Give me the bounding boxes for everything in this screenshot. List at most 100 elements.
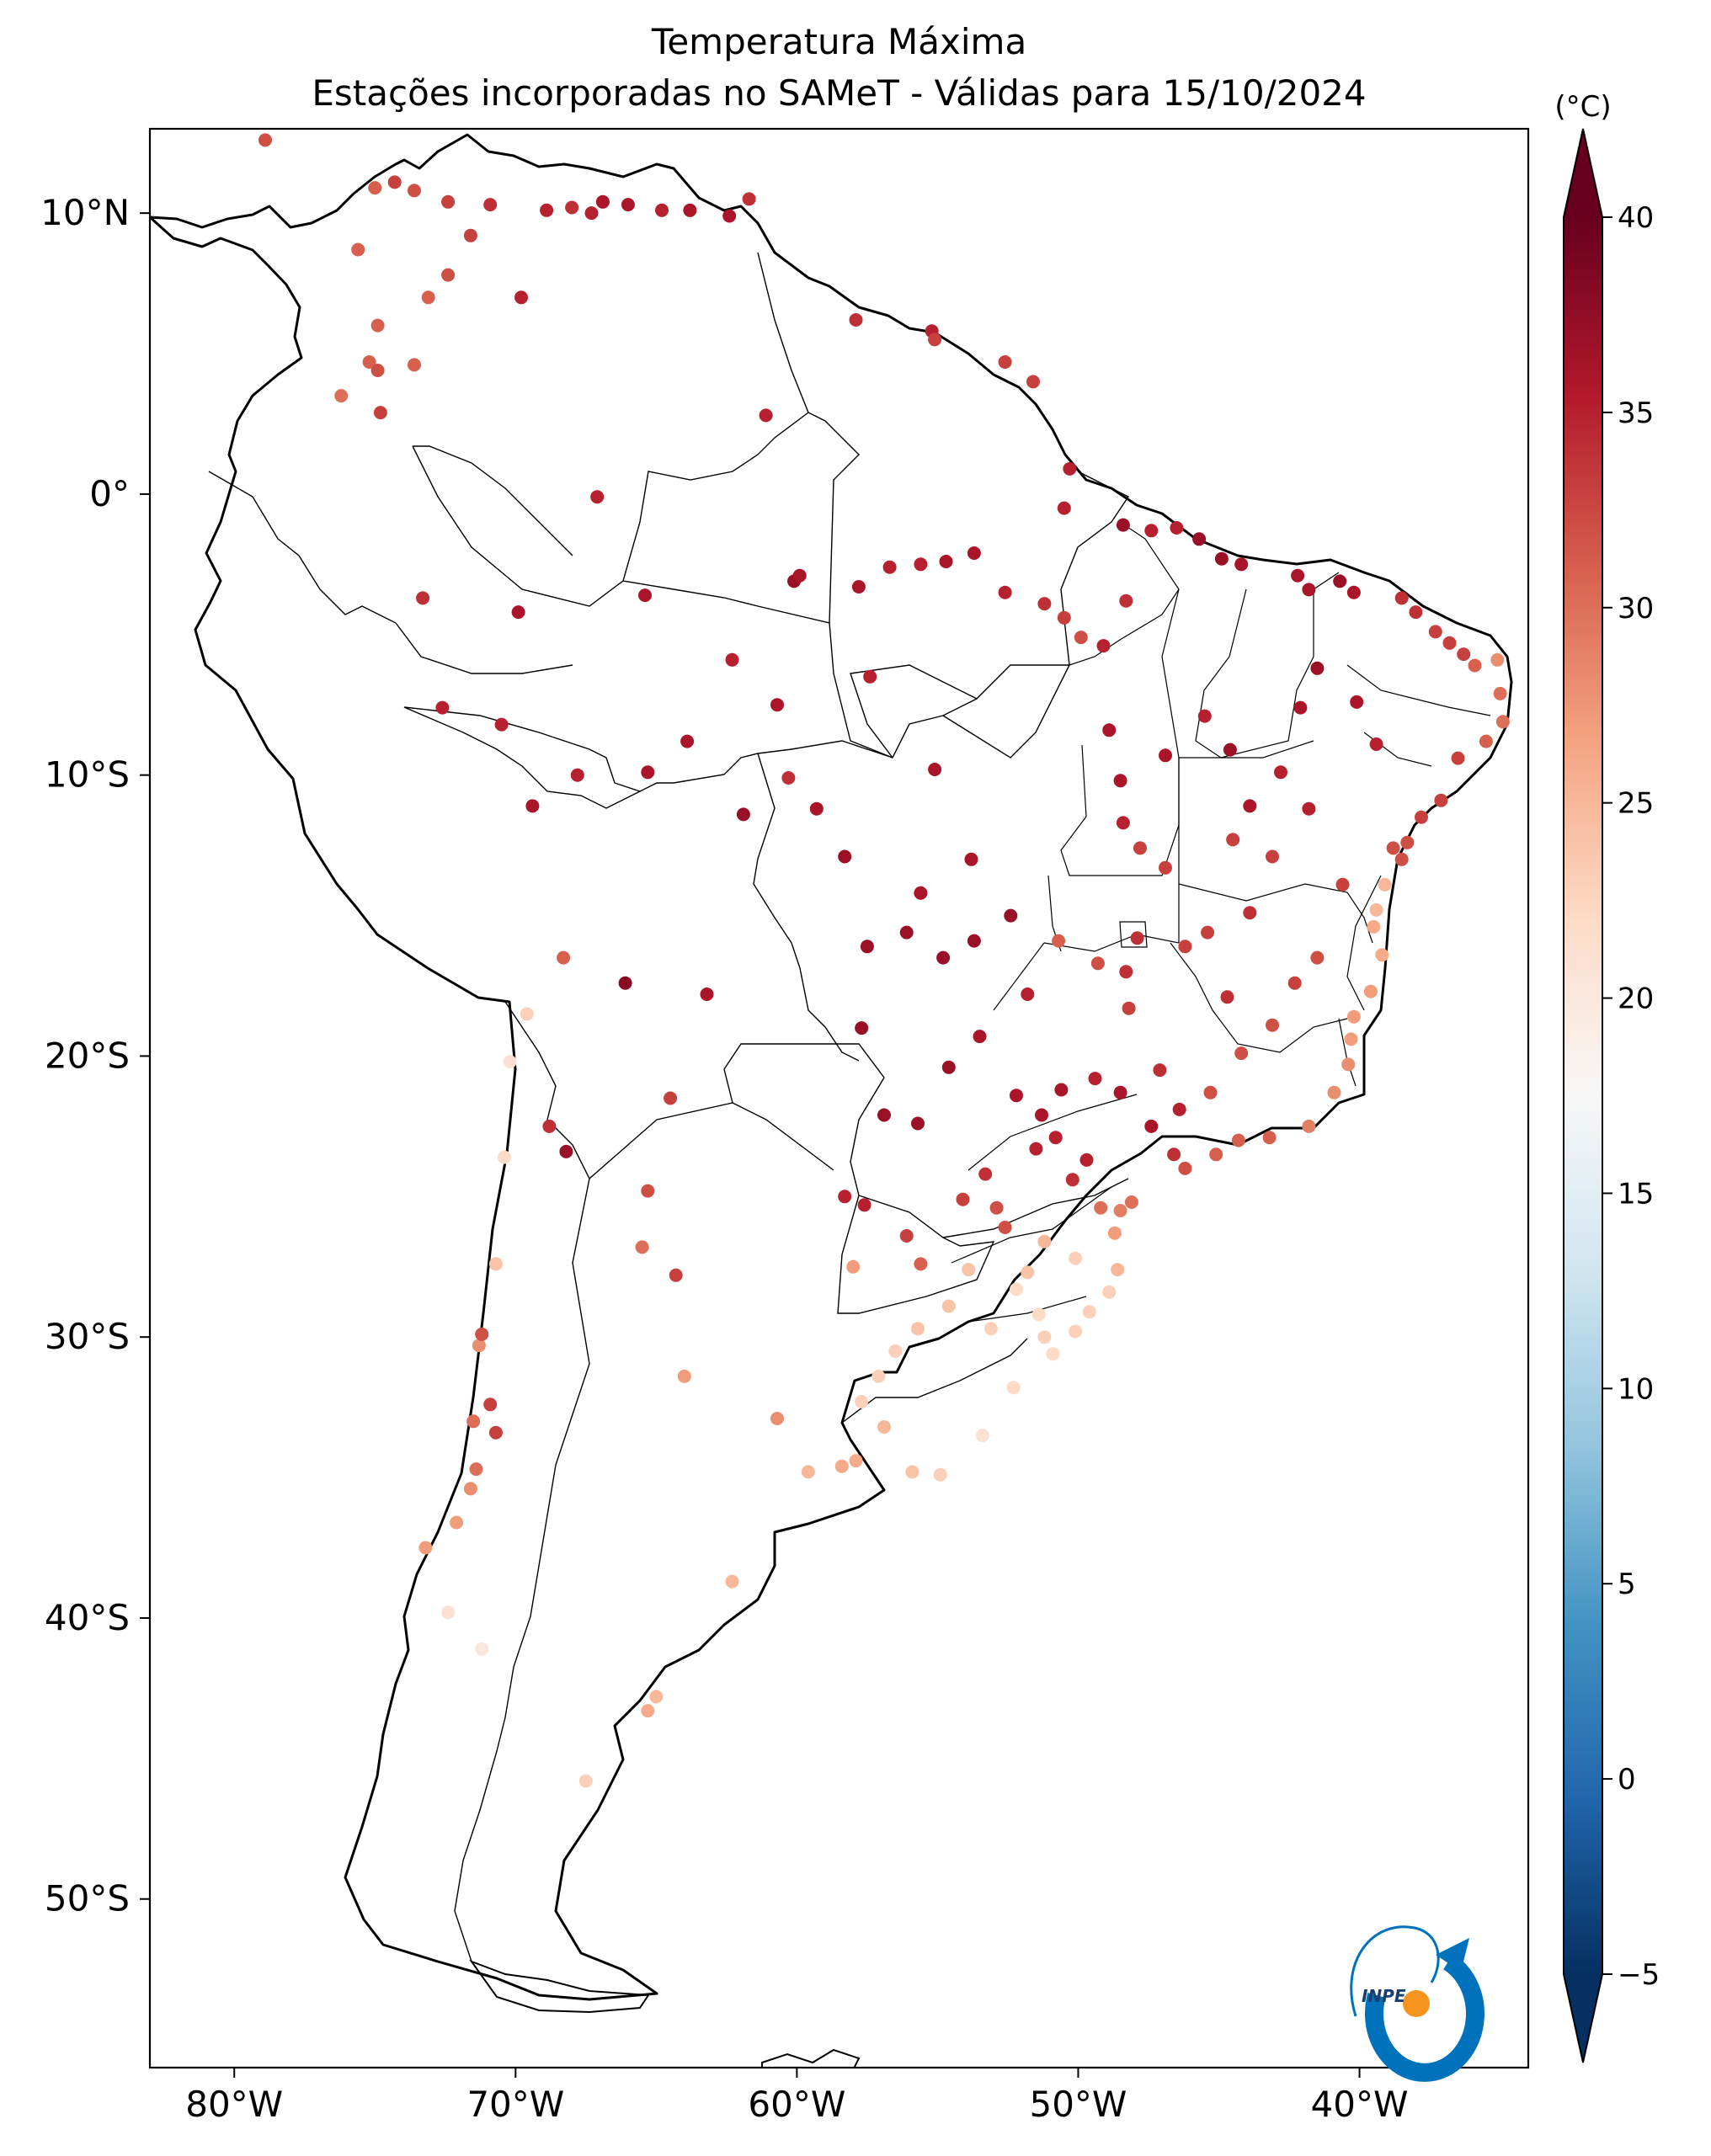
station-point [677,1369,691,1383]
station-point [1037,1234,1052,1248]
station-point [1363,984,1378,998]
station-point [435,700,450,715]
falkland-islands [761,2048,861,2068]
station-point [1159,748,1172,763]
station-point [1201,925,1215,940]
station-point [1170,521,1184,535]
station-point [351,242,365,257]
station-point [1231,1133,1245,1147]
colorbar-tick-label: 30 [1618,592,1654,626]
country-borders [208,252,1130,1962]
station-point [540,203,554,217]
station-point [421,290,435,305]
station-point [1442,636,1457,650]
colorbar-ticks: 40 35 30 25 20 15 10 5 0 −5 [1602,201,1660,1992]
station-point [483,198,498,212]
lon-tick-label: 50°W [1029,2084,1127,2125]
map-title: Temperatura Máxima [651,21,1027,62]
station-point [450,1515,464,1530]
station-point [928,333,942,347]
station-point [834,1459,849,1473]
station-point [877,1108,891,1122]
lon-tick-label: 40°W [1311,2084,1409,2125]
station-point [621,198,635,212]
station-point [1291,568,1305,583]
station-point [494,717,509,732]
station-point [1479,734,1493,748]
station-point [488,1257,503,1271]
station-point [936,950,951,965]
station-point [809,801,824,816]
station-point [888,1344,903,1358]
map-frame [148,127,1530,2069]
station-point [1378,877,1392,892]
lat-tick-label: 20°S [45,1035,130,1076]
station-point [497,1150,511,1164]
station-point [838,1190,852,1204]
colorbar-tick-label: 10 [1618,1372,1654,1406]
station-point [742,192,756,206]
station-point [860,940,874,954]
station-point [792,568,807,583]
station-point [941,1299,956,1313]
logo-arc-icon [1365,1953,1484,2082]
station-point [520,1007,534,1021]
station-point [1490,652,1505,667]
station-point [1375,948,1389,962]
station-point [964,852,978,866]
station-point [989,1200,1004,1215]
station-point [680,734,695,748]
station-point [1159,860,1172,875]
station-point [1111,1263,1125,1277]
station-point [967,546,981,560]
station-point [851,580,866,594]
station-point [469,1462,483,1477]
station-point [978,1167,993,1181]
station-point [1415,810,1428,824]
station-point [1113,1204,1127,1217]
station-point [1409,605,1423,620]
station-point [570,768,584,782]
station-point [770,1412,784,1425]
station-point [1094,1200,1108,1215]
station-point [1010,1089,1023,1103]
station-point [1172,1102,1186,1116]
station-point [463,1482,477,1496]
station-point [1243,799,1257,813]
station-point [373,406,387,420]
station-point [1234,557,1249,572]
colorbar-max-extension [1564,129,1602,217]
station-point [846,1259,861,1274]
station-point [542,1119,557,1133]
station-point [1113,1085,1127,1099]
station-point [933,1467,947,1482]
station-point [1428,625,1442,639]
station-point [871,1369,886,1383]
colorbar-tick-label: 20 [1618,982,1654,1016]
station-point [975,1429,989,1442]
station-point [914,886,928,900]
station-point [578,1774,593,1788]
station-point [983,1322,998,1336]
station-point [641,765,655,780]
station-point [801,1465,815,1479]
station-point [1052,934,1066,948]
station-point [1021,988,1035,1001]
station-point [1197,709,1212,723]
station-point [557,950,571,965]
station-point [1048,1131,1063,1145]
station-point [514,290,528,305]
station-point [669,1268,683,1282]
inpe-logo: INPE [1350,1925,1484,2082]
station-point [1122,1001,1136,1015]
station-point [1029,1142,1043,1156]
station-point [877,1420,891,1434]
station-point [584,206,599,221]
station-point [911,1116,925,1131]
station-point [1063,461,1077,476]
station-point [408,358,421,372]
station-point [1144,524,1159,538]
station-point [1074,631,1088,645]
station-point [1350,695,1364,709]
